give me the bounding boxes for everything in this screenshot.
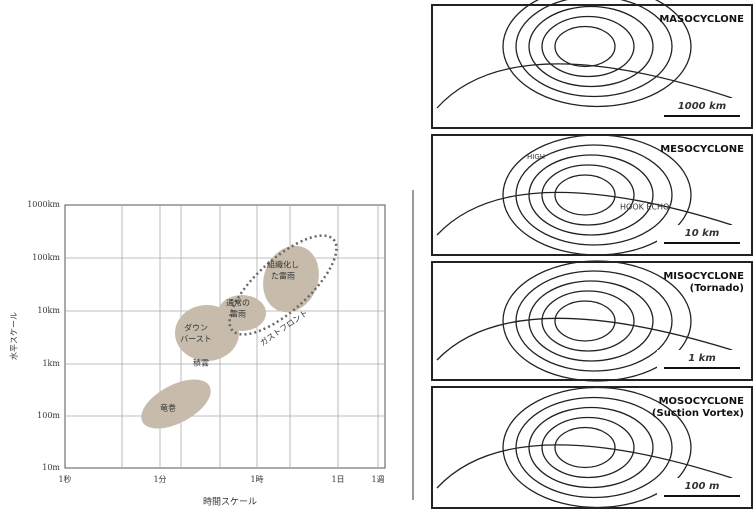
panel-note: HIGH (527, 153, 545, 161)
panel-title: (Tornado) (690, 283, 744, 294)
y-axis-title: 水平スケール (9, 312, 19, 360)
scale-bg (657, 225, 745, 247)
y-tick-label: 100m (37, 411, 60, 420)
streamline (528, 5, 654, 88)
region-label: 組織化し (267, 260, 299, 270)
streamline (541, 164, 635, 226)
streamline (541, 15, 635, 78)
region (263, 245, 319, 313)
scale-bg (657, 478, 745, 500)
panel-title: MOSOCYCLONE (659, 396, 745, 407)
x-tick-label: 1秒 (58, 474, 71, 484)
y-tick-label: 1000km (27, 200, 60, 209)
x-axis-title: 時間スケール (203, 497, 257, 508)
streamline (515, 144, 673, 246)
y-tick-label: 100km (32, 253, 60, 262)
region-label: 積雲 (193, 358, 209, 368)
y-tick-label: 10m (42, 463, 60, 472)
streamline (502, 260, 692, 382)
streamline (541, 416, 635, 479)
scale-label: 10 km (685, 228, 719, 239)
streamline (502, 0, 692, 108)
streamline (502, 386, 692, 509)
streamline (528, 154, 654, 236)
region (218, 295, 266, 331)
plot-frame (64, 204, 386, 469)
streamline (436, 317, 733, 361)
streamline (436, 63, 733, 109)
scale-bg (657, 350, 745, 372)
streamline (436, 191, 733, 236)
panel-title: (Suction Vortex) (652, 408, 744, 419)
region-label: バースト (180, 335, 212, 344)
panel-title: MASOCYCLONE (659, 14, 744, 25)
region-label: 雷雨 (230, 310, 246, 319)
streamline (554, 25, 616, 68)
region-label: 通常の (226, 298, 250, 308)
streamline (515, 396, 673, 499)
panel-title: MISOCYCLONE (663, 271, 744, 282)
x-tick-label: 1週 (371, 475, 384, 484)
region-label: 竜巻 (160, 403, 176, 413)
y-tick-label: 10km (37, 306, 60, 315)
streamline (515, 0, 673, 98)
streamline (528, 280, 654, 362)
streamline (436, 444, 733, 489)
x-tick-label: 1分 (153, 475, 166, 484)
region (141, 379, 211, 429)
y-tick-label: 1km (42, 359, 60, 368)
streamline (554, 426, 616, 469)
streamline (541, 290, 635, 352)
region-label: た雷雨 (271, 272, 295, 281)
streamline (502, 134, 692, 256)
panel-note: HOOK ECHO (620, 203, 669, 212)
scale-label: 1 km (688, 353, 716, 364)
x-tick-label: 1日 (331, 475, 344, 484)
streamline (528, 406, 654, 489)
scale-bg (657, 98, 745, 120)
scale-label: 100 m (685, 481, 720, 492)
scale-label: 1000 km (678, 101, 726, 112)
streamline (554, 300, 616, 342)
panel-title: MESOCYCLONE (660, 144, 744, 155)
x-tick-label: 1時 (250, 475, 263, 484)
streamline (554, 174, 616, 216)
region-outline (228, 234, 338, 336)
region-label: ダウン (184, 323, 208, 333)
